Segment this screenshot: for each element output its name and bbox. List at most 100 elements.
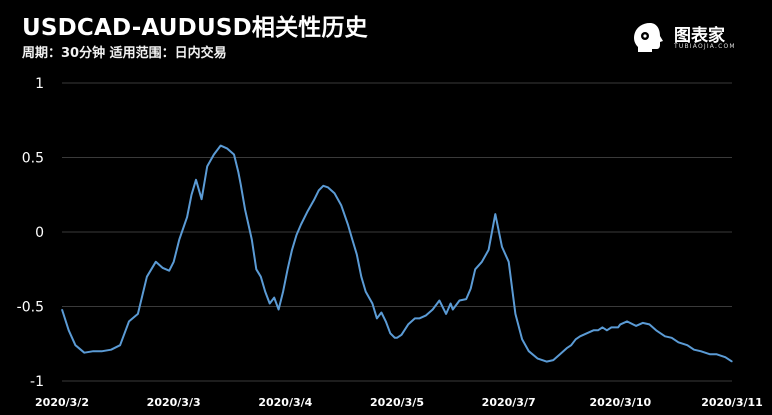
data-point (731, 361, 733, 363)
data-point (546, 361, 548, 363)
data-point (318, 189, 320, 191)
chart-title: USDCAD-AUDUSD相关性历史 (22, 15, 368, 41)
data-point (255, 268, 257, 270)
logo-sub: TUBIAOJIA.COM (674, 43, 736, 50)
data-point (396, 337, 398, 339)
data-point (340, 204, 342, 206)
data-point (240, 183, 242, 185)
data-point (186, 216, 188, 218)
data-point (92, 350, 94, 352)
data-point (206, 165, 208, 168)
data-point (400, 334, 403, 336)
data-point (635, 325, 637, 327)
data-point (119, 344, 121, 346)
x-tick-label: 2020/3/4 (258, 396, 312, 409)
data-point (278, 308, 280, 311)
data-point (648, 323, 650, 325)
data-point (313, 198, 315, 200)
data-point (626, 320, 628, 322)
head-silhouette-icon (634, 23, 663, 52)
data-point (213, 153, 215, 156)
data-point (570, 344, 572, 346)
data-point (168, 270, 170, 272)
data-point (61, 308, 63, 311)
data-point (715, 353, 717, 355)
data-point (371, 302, 374, 305)
data-point (438, 299, 441, 302)
data-point (671, 337, 673, 339)
data-point (586, 332, 588, 334)
data-point (394, 337, 396, 339)
data-point (356, 253, 358, 255)
data-point (677, 341, 680, 343)
data-point (474, 268, 476, 270)
data-point (360, 276, 362, 278)
data-point (365, 291, 367, 293)
data-point (269, 302, 271, 305)
data-point (579, 335, 581, 337)
data-point (686, 344, 688, 346)
data-point (300, 223, 302, 226)
y-tick-label: 1 (35, 76, 44, 92)
data-point (260, 276, 262, 278)
data-point (414, 317, 416, 320)
data-point (376, 317, 378, 320)
data-point (83, 352, 85, 354)
data-point (597, 329, 599, 331)
data-point (291, 249, 293, 251)
data-point (333, 192, 336, 194)
data-point (385, 320, 387, 322)
data-point (68, 329, 70, 331)
data-point (432, 308, 434, 311)
x-tick-label: 2020/3/5 (370, 396, 424, 409)
data-point (508, 261, 510, 263)
data-point (575, 338, 577, 340)
data-point (110, 349, 112, 351)
y-tick-label: 0 (35, 225, 44, 241)
data-point (161, 267, 164, 269)
data-point (380, 311, 382, 314)
x-tick-label: 2020/3/2 (35, 396, 89, 409)
data-point (155, 261, 157, 263)
x-tick-label: 2020/3/10 (590, 396, 652, 409)
data-point (619, 323, 621, 325)
data-point (465, 298, 467, 300)
data-point (664, 335, 666, 337)
data-point (146, 276, 148, 278)
data-point (286, 268, 289, 270)
data-point (537, 358, 539, 360)
correlation-line (61, 144, 733, 363)
data-point (617, 326, 619, 328)
data-point (295, 234, 298, 236)
data-point (137, 313, 139, 315)
y-tick-label: 0.5 (22, 151, 44, 167)
data-point (501, 246, 503, 248)
data-point (389, 332, 391, 334)
data-point (264, 291, 266, 293)
x-tick-label: 2020/3/3 (147, 396, 201, 409)
x-tick-label: 2020/3/7 (482, 396, 536, 409)
data-point (273, 296, 275, 299)
y-tick-label: -1 (30, 374, 44, 390)
data-point (494, 213, 496, 215)
x-tick-label: 2020/3/11 (701, 396, 763, 409)
data-point (693, 349, 695, 351)
data-point (552, 359, 554, 361)
data-point (251, 238, 253, 241)
data-point (559, 353, 561, 355)
data-point (282, 291, 284, 293)
data-point (425, 314, 427, 317)
data-point (200, 198, 203, 200)
data-point (445, 313, 447, 315)
logo-name: 图表家 (674, 26, 725, 46)
data-point (487, 249, 490, 251)
data-point (450, 302, 452, 305)
data-point (190, 194, 193, 196)
data-point (178, 238, 180, 241)
chart-subtitle: 周期：30分钟 适用范围：日内交易 (22, 46, 227, 61)
data-point (244, 209, 246, 211)
data-point (655, 329, 657, 331)
data-point (452, 308, 454, 311)
data-point (642, 322, 644, 324)
